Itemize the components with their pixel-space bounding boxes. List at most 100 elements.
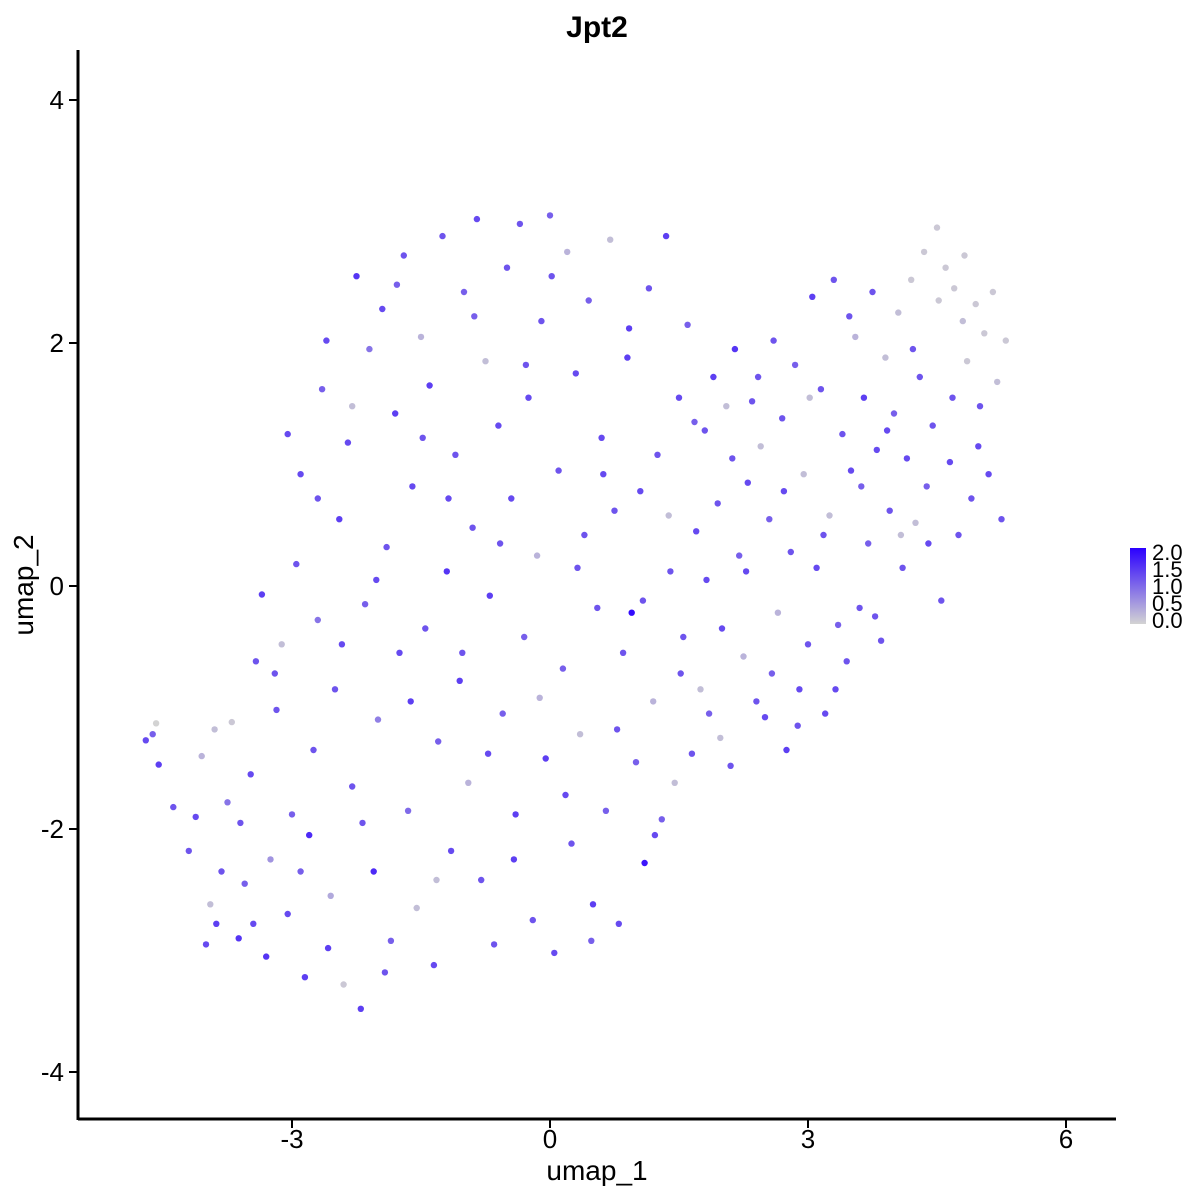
y-tick-label: -2	[41, 814, 64, 844]
scatter-point	[955, 531, 962, 539]
scatter-point	[185, 847, 192, 855]
scatter-point	[933, 224, 941, 231]
scatter-point	[357, 1005, 364, 1012]
scatter-point	[832, 686, 839, 693]
scatter-point	[344, 439, 352, 446]
scatter-point	[809, 293, 816, 300]
scatter-point	[533, 552, 541, 559]
scatter-point	[460, 288, 468, 296]
scatter-point	[820, 531, 827, 539]
scatter-point	[731, 345, 739, 353]
scatter-point	[611, 507, 618, 514]
x-axis-ticks: -3 0 3 6	[280, 1119, 1073, 1154]
scatter-point	[306, 831, 313, 839]
scatter-point	[650, 698, 657, 705]
chart-title: Jpt2	[566, 11, 628, 44]
scatter-point	[237, 819, 244, 827]
scatter-point	[594, 604, 601, 612]
scatter-point	[817, 386, 825, 393]
scatter-point	[779, 415, 786, 422]
scatter-point	[525, 394, 532, 401]
scatter-point	[632, 759, 640, 766]
scatter-point	[613, 726, 621, 733]
scatter-point	[471, 313, 478, 320]
scatter-point	[787, 548, 794, 556]
scatter-point	[899, 564, 906, 571]
scatter-point	[843, 658, 850, 665]
scatter-point	[379, 305, 386, 313]
scatter-point	[155, 761, 162, 768]
scatter-point	[744, 479, 751, 486]
scatter-point	[654, 451, 661, 458]
scatter-point	[413, 904, 420, 912]
scatter-point	[314, 495, 321, 502]
scatter-point	[780, 488, 788, 495]
scatter-point	[263, 953, 270, 960]
scatter-point	[340, 981, 347, 988]
color-legend: 0.00.51.01.52.0	[1130, 540, 1183, 633]
scatter-point	[447, 847, 455, 855]
scatter-point	[895, 309, 902, 316]
scatter-point	[349, 783, 356, 790]
scatter-point	[963, 358, 971, 365]
scatter-point	[929, 422, 936, 429]
scatter-point	[170, 803, 177, 811]
scatter-points	[142, 212, 1009, 1012]
scatter-point	[529, 916, 536, 924]
scatter-point	[602, 807, 610, 814]
scatter-point	[757, 443, 764, 450]
scatter-point	[791, 361, 799, 369]
scatter-point	[959, 317, 966, 325]
scatter-point	[512, 811, 519, 818]
scatter-point	[920, 248, 928, 256]
scatter-point	[503, 264, 511, 271]
scatter-point	[323, 337, 330, 344]
scatter-point	[701, 427, 708, 434]
scatter-point	[409, 483, 416, 490]
scatter-point	[284, 430, 291, 438]
y-tick-label: 4	[50, 85, 64, 115]
scatter-point	[393, 281, 401, 288]
scatter-point	[336, 516, 343, 523]
scatter-point	[142, 737, 149, 744]
scatter-point	[278, 641, 285, 648]
scatter-point	[250, 920, 257, 927]
scatter-point	[968, 495, 975, 502]
scatter-point	[407, 698, 414, 705]
scatter-point	[975, 443, 982, 450]
colorbar-tick-label: 0.0	[1152, 608, 1183, 633]
scatter-point	[496, 540, 504, 547]
scatter-point	[680, 633, 687, 641]
scatter-point	[581, 531, 588, 539]
scatter-point	[241, 880, 248, 887]
scatter-point	[404, 807, 412, 814]
scatter-point	[748, 398, 756, 405]
scatter-point	[865, 540, 872, 547]
x-tick-label: 0	[543, 1124, 557, 1154]
scatter-point	[465, 779, 472, 786]
scatter-point	[564, 248, 571, 256]
scatter-point	[822, 710, 829, 717]
scatter-point	[873, 446, 880, 454]
scatter-point	[435, 738, 442, 745]
scatter-point	[718, 625, 726, 632]
scatter-point	[349, 403, 356, 410]
scatter-point	[400, 252, 407, 259]
scatter-point	[576, 731, 584, 738]
scatter-point	[658, 816, 665, 823]
scatter-point	[740, 653, 747, 660]
scatter-point	[213, 920, 220, 927]
scatter-point	[383, 543, 390, 551]
colorbar-tick-label: 0.5	[1152, 591, 1183, 616]
scatter-point	[366, 345, 373, 353]
scatter-point	[207, 901, 214, 908]
scatter-point	[839, 430, 846, 438]
scatter-point	[877, 637, 885, 644]
scatter-point	[972, 300, 979, 308]
scatter-point	[976, 403, 984, 410]
scatter-point	[665, 512, 672, 519]
scatter-point	[499, 710, 506, 717]
scatter-point	[555, 467, 562, 474]
scatter-point	[338, 641, 346, 648]
scatter-point	[572, 370, 579, 377]
